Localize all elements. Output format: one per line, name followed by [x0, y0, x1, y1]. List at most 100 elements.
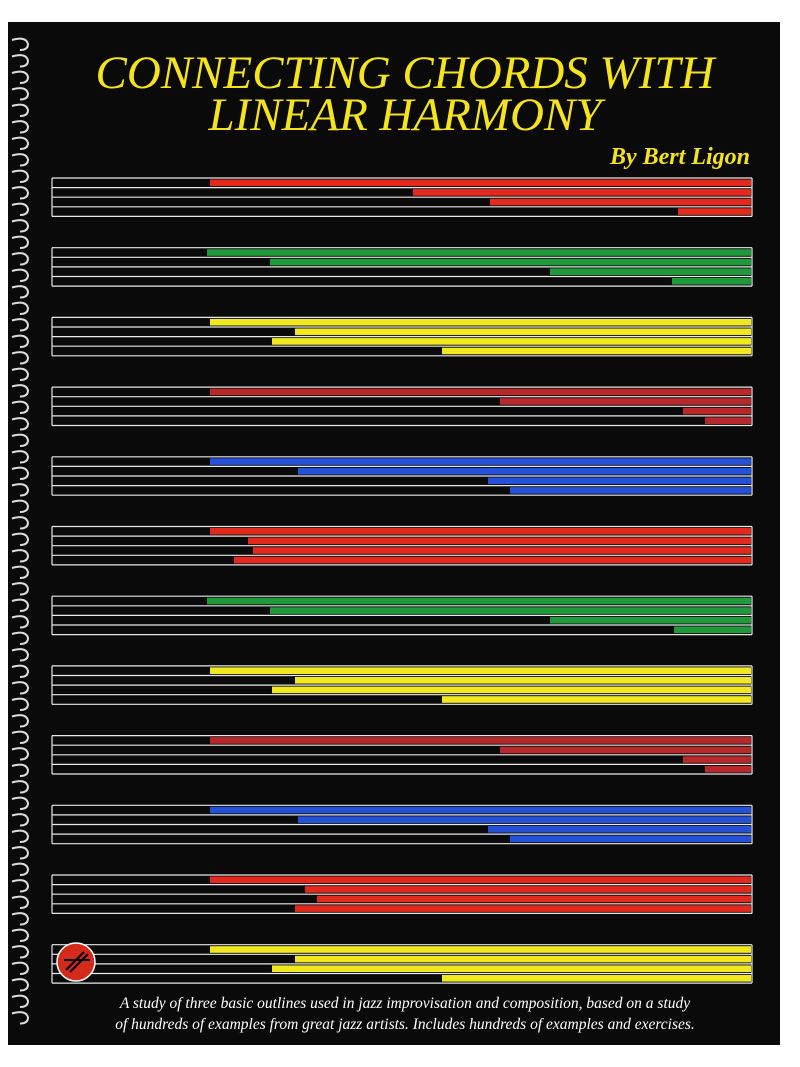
color-bar [500, 746, 751, 754]
spiral-ring [11, 598, 30, 612]
color-bar [248, 537, 751, 545]
author: By Bert Ligon [609, 144, 750, 170]
color-bar [253, 547, 751, 554]
color-bar [210, 946, 751, 953]
color-bar [234, 556, 751, 564]
spiral-ring [11, 549, 30, 563]
description-line: of hundreds of examples from great jazz … [115, 1016, 695, 1033]
spiral-ring [11, 70, 30, 84]
staff [51, 944, 753, 984]
color-bar [305, 886, 751, 893]
staff [51, 665, 753, 705]
spiral-ring [11, 895, 30, 909]
spiral-ring [11, 516, 30, 530]
color-bar [210, 318, 751, 326]
staff [51, 247, 753, 287]
spiral-ring [11, 202, 30, 216]
color-bar [500, 398, 751, 405]
spiral-ring [11, 285, 30, 299]
spiral-ring [11, 384, 30, 398]
spiral-ring [11, 153, 30, 167]
spiral-ring [11, 961, 30, 975]
spiral-ring [11, 103, 30, 117]
color-bar [705, 765, 751, 773]
publisher-logo [56, 942, 96, 982]
spiral-ring [11, 631, 30, 645]
staff [51, 316, 753, 357]
spiral-ring [11, 978, 30, 992]
color-bar [298, 467, 751, 475]
spiral-ring [11, 219, 30, 233]
spiral-ring [11, 169, 30, 183]
color-bar [488, 477, 751, 485]
color-bar [683, 756, 751, 763]
staff [51, 177, 753, 217]
color-bar [413, 189, 751, 196]
spiral-ring [11, 136, 30, 150]
color-bar [295, 328, 751, 336]
spiral-ring [11, 499, 30, 513]
color-bar [550, 616, 751, 624]
spiral-ring [11, 54, 30, 68]
color-bar [683, 407, 751, 415]
spiral-ring [11, 994, 30, 1008]
spiral-ring [11, 928, 30, 942]
color-bar [207, 597, 751, 605]
color-bar [442, 696, 751, 703]
spiral-ring [11, 532, 30, 546]
spiral-ring [11, 433, 30, 447]
color-bar [705, 417, 751, 424]
spiral-ring [11, 367, 30, 381]
staff [51, 386, 753, 427]
color-bar [272, 965, 751, 972]
color-bar [510, 487, 751, 494]
spiral-ring [11, 796, 30, 810]
spiral-ring [11, 829, 30, 843]
color-bar [210, 667, 751, 674]
color-bar [210, 388, 751, 396]
spiral-ring [11, 648, 30, 662]
color-bar [488, 826, 751, 833]
spiral-binding [11, 37, 30, 1025]
spiral-ring [11, 615, 30, 629]
staff [51, 874, 753, 915]
spiral-ring [11, 582, 30, 596]
color-bar [295, 905, 751, 912]
spiral-ring [11, 235, 30, 249]
staff [51, 456, 753, 496]
spiral-ring [11, 186, 30, 200]
color-bar [317, 895, 751, 903]
title-line: LINEAR HARMONY [208, 89, 607, 141]
spiral-ring [11, 747, 30, 761]
color-bar [270, 258, 751, 266]
spiral-ring [11, 945, 30, 959]
color-bar [210, 179, 751, 187]
spiral-ring [11, 483, 30, 497]
spiral-ring [11, 763, 30, 777]
color-bar [672, 278, 751, 285]
staff [51, 804, 753, 845]
staff [51, 595, 753, 636]
color-bar [295, 955, 751, 963]
color-bar [510, 835, 751, 843]
spiral-ring [11, 912, 30, 926]
spiral-ring [11, 714, 30, 728]
spiral-ring [11, 466, 30, 480]
color-bar [270, 607, 751, 614]
staff [51, 734, 753, 775]
spiral-ring [11, 37, 30, 51]
description-line: A study of three basic outlines used in … [119, 995, 690, 1012]
color-bar [298, 816, 751, 823]
staff [51, 525, 753, 566]
color-bar [678, 208, 751, 215]
spiral-ring [11, 334, 30, 348]
color-bar [210, 737, 751, 744]
spiral-ring [11, 450, 30, 464]
spiral-ring [11, 681, 30, 695]
spiral-ring [11, 120, 30, 134]
spiral-ring [11, 862, 30, 876]
color-bar [490, 198, 751, 206]
staves [51, 177, 753, 984]
